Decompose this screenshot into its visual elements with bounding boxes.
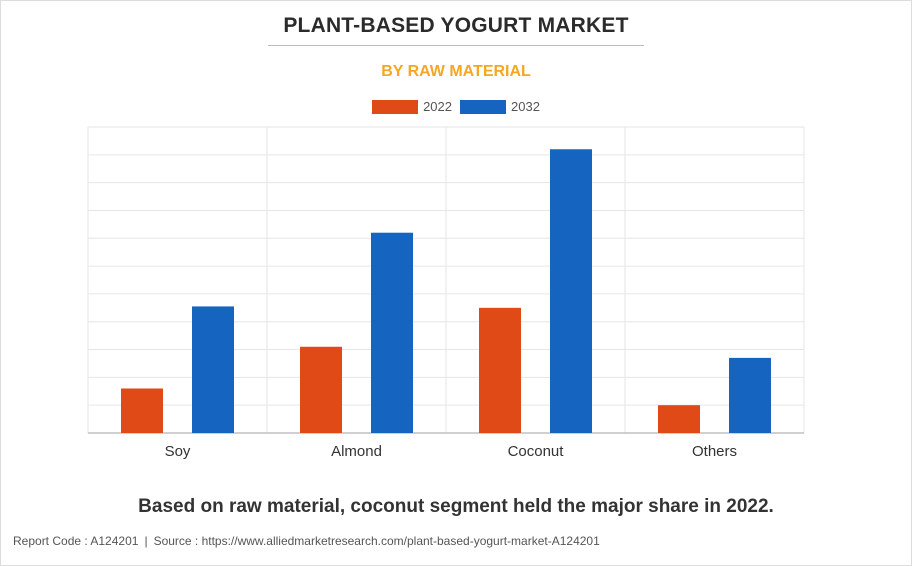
bar-soy-2032 <box>192 306 234 433</box>
chart-subtitle: BY RAW MATERIAL <box>381 63 531 80</box>
x-tick-label-others: Others <box>692 443 737 460</box>
legend-swatch-2022 <box>372 99 419 114</box>
bar-coconut-2032 <box>550 149 592 433</box>
bar-others-2032 <box>729 357 771 433</box>
legend-item-2032: 2032 <box>460 99 540 114</box>
report-code: Report Code : A124201 <box>13 534 139 548</box>
bar-coconut-2022 <box>479 307 521 433</box>
legend-label-2032: 2032 <box>511 99 540 114</box>
legend-label-2022: 2022 <box>423 99 452 114</box>
footer: Report Code : A124201 | Source : https://w… <box>13 534 600 548</box>
chart-title: PLANT-BASED YOGURT MARKET <box>283 14 629 37</box>
x-tick-label-soy: Soy <box>165 443 191 460</box>
footer-separator: | <box>144 534 148 548</box>
bar-chart: Soy Almond Coconut Others <box>87 126 805 460</box>
x-tick-label-almond: Almond <box>331 443 382 460</box>
bar-others-2022 <box>658 405 700 433</box>
x-tick-label-coconut: Coconut <box>508 443 565 460</box>
chart-legend: 2022 2032 <box>0 99 912 114</box>
source-text: Source : https://www.alliedmarketresearc… <box>153 534 600 548</box>
bar-almond-2022 <box>300 346 342 433</box>
title-underline <box>268 45 644 46</box>
legend-item-2022: 2022 <box>372 99 452 114</box>
legend-swatch-2032 <box>460 99 506 114</box>
bar-soy-2022 <box>121 388 163 433</box>
bar-almond-2032 <box>371 232 413 433</box>
chart-caption: Based on raw material, coconut segment h… <box>138 496 774 517</box>
